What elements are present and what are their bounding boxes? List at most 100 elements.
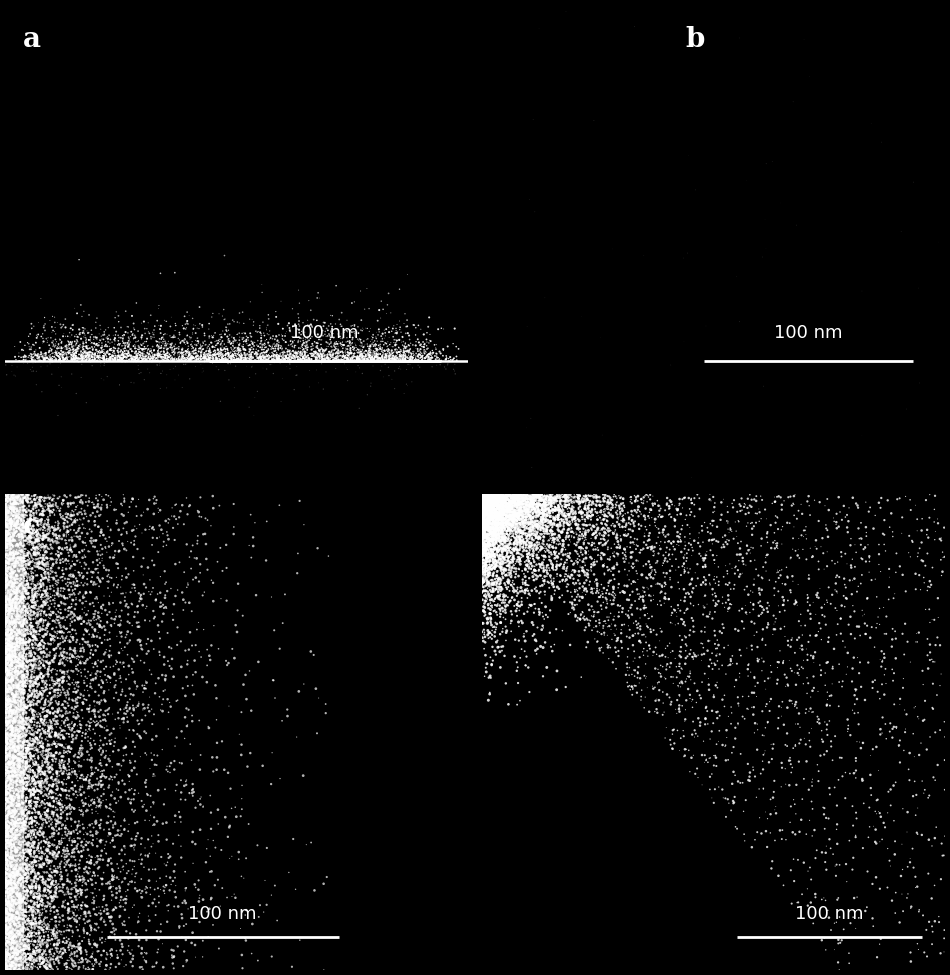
- Point: [47, 490, 62, 506]
- Point: [24, 860, 39, 876]
- Point: [509, 496, 524, 512]
- Point: [513, 529, 528, 545]
- Point: [477, 508, 492, 524]
- Point: [175, 348, 190, 364]
- Point: [857, 606, 872, 622]
- Point: [12, 490, 28, 506]
- Point: [190, 333, 205, 349]
- Point: [1, 770, 16, 786]
- Point: [474, 495, 489, 511]
- Point: [30, 932, 46, 948]
- Point: [754, 826, 770, 841]
- Point: [580, 612, 595, 628]
- Point: [504, 519, 519, 534]
- Point: [104, 942, 119, 957]
- Point: [868, 870, 884, 885]
- Point: [202, 352, 218, 368]
- Point: [484, 524, 499, 539]
- Point: [490, 489, 505, 505]
- Point: [692, 490, 707, 506]
- Point: [489, 532, 504, 548]
- Point: [242, 350, 257, 366]
- Point: [534, 512, 549, 527]
- Point: [754, 530, 770, 546]
- Point: [27, 689, 42, 705]
- Point: [743, 553, 758, 568]
- Point: [475, 515, 490, 530]
- Point: [22, 498, 37, 514]
- Point: [25, 838, 40, 854]
- Point: [56, 644, 71, 659]
- Point: [7, 806, 22, 822]
- Point: [8, 956, 23, 971]
- Point: [517, 491, 532, 507]
- Point: [6, 833, 21, 848]
- Point: [119, 319, 134, 334]
- Point: [47, 822, 62, 838]
- Point: [103, 351, 118, 367]
- Point: [15, 641, 30, 656]
- Point: [439, 351, 454, 367]
- Point: [52, 347, 67, 363]
- Point: [191, 341, 206, 357]
- Point: [814, 731, 829, 747]
- Point: [819, 743, 834, 759]
- Point: [7, 932, 22, 948]
- Point: [3, 647, 18, 663]
- Point: [70, 488, 86, 504]
- Point: [26, 628, 41, 644]
- Point: [621, 564, 637, 579]
- Point: [531, 517, 546, 532]
- Point: [902, 528, 917, 544]
- Point: [496, 506, 511, 522]
- Point: [908, 497, 923, 513]
- Point: [48, 812, 63, 828]
- Point: [6, 521, 21, 536]
- Point: [690, 683, 705, 699]
- Point: [0, 735, 15, 751]
- Point: [295, 349, 311, 365]
- Point: [16, 573, 31, 589]
- Point: [30, 871, 46, 886]
- Point: [28, 676, 44, 691]
- Point: [855, 840, 870, 856]
- Point: [66, 632, 81, 647]
- Point: [4, 910, 19, 925]
- Point: [502, 540, 517, 556]
- Point: [526, 508, 542, 524]
- Point: [58, 694, 73, 710]
- Point: [45, 353, 60, 369]
- Point: [718, 737, 733, 753]
- Point: [840, 507, 855, 523]
- Point: [12, 838, 28, 853]
- Point: [51, 672, 66, 687]
- Point: [494, 507, 509, 523]
- Point: [504, 517, 520, 532]
- Point: [479, 498, 494, 514]
- Point: [647, 546, 662, 562]
- Point: [21, 844, 36, 860]
- Point: [27, 827, 42, 842]
- Point: [395, 337, 410, 353]
- Point: [8, 765, 23, 781]
- Point: [477, 553, 492, 568]
- Point: [70, 818, 86, 834]
- Point: [158, 682, 173, 698]
- Point: [332, 345, 347, 361]
- Point: [331, 344, 346, 360]
- Point: [126, 338, 142, 354]
- Point: [226, 344, 241, 360]
- Point: [38, 836, 53, 851]
- Point: [519, 534, 534, 550]
- Point: [485, 526, 501, 541]
- Point: [14, 795, 29, 810]
- Point: [28, 757, 43, 772]
- Point: [15, 499, 30, 515]
- Point: [493, 587, 508, 603]
- Point: [11, 682, 27, 697]
- Point: [123, 584, 138, 600]
- Point: [26, 707, 41, 722]
- Point: [35, 507, 50, 523]
- Point: [318, 351, 333, 367]
- Point: [44, 551, 59, 566]
